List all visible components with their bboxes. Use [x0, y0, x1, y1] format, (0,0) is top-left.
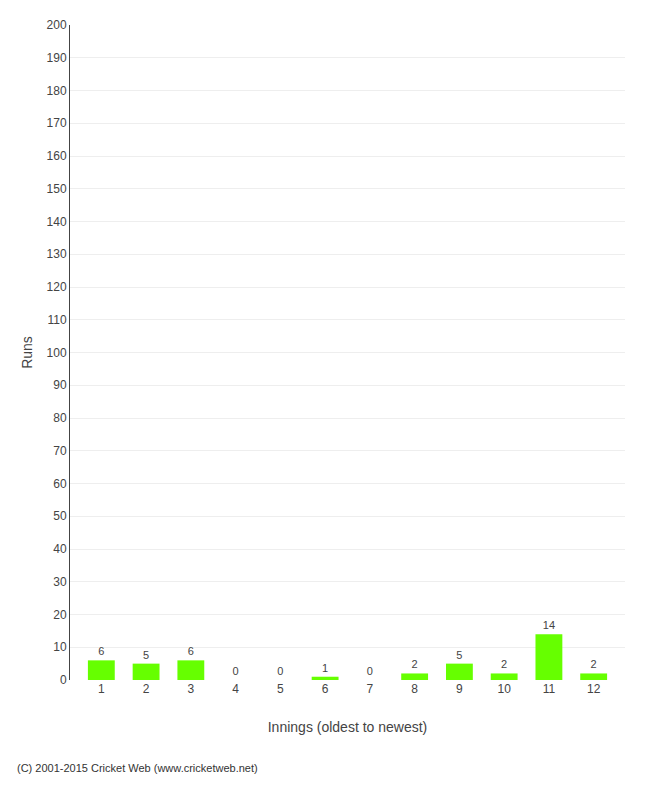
svg-text:6: 6 [322, 682, 329, 696]
svg-text:1: 1 [322, 662, 328, 674]
svg-text:14: 14 [543, 619, 555, 631]
svg-text:50: 50 [53, 509, 67, 523]
svg-text:170: 170 [47, 116, 67, 130]
svg-text:150: 150 [47, 182, 67, 196]
svg-text:180: 180 [47, 84, 67, 98]
svg-text:110: 110 [47, 313, 66, 327]
svg-text:60: 60 [53, 477, 67, 491]
svg-text:130: 130 [47, 247, 67, 261]
svg-text:7: 7 [367, 682, 374, 696]
svg-text:190: 190 [47, 51, 67, 65]
svg-text:3: 3 [188, 682, 195, 696]
svg-text:0: 0 [233, 665, 239, 677]
svg-text:40: 40 [53, 542, 67, 556]
svg-text:6: 6 [188, 645, 194, 657]
svg-text:2: 2 [501, 658, 507, 670]
svg-text:9: 9 [456, 682, 463, 696]
svg-text:2: 2 [591, 658, 597, 670]
svg-text:90: 90 [53, 378, 67, 392]
svg-text:Innings (oldest to newest): Innings (oldest to newest) [268, 719, 428, 735]
svg-text:10: 10 [497, 682, 511, 696]
svg-text:30: 30 [53, 575, 67, 589]
svg-text:20: 20 [53, 608, 67, 622]
svg-text:120: 120 [47, 280, 67, 294]
svg-text:200: 200 [47, 18, 67, 32]
svg-text:100: 100 [47, 346, 67, 360]
svg-text:0: 0 [277, 665, 283, 677]
svg-text:0: 0 [367, 665, 373, 677]
svg-text:2: 2 [143, 682, 150, 696]
svg-text:(C) 2001-2015 Cricket Web (www: (C) 2001-2015 Cricket Web (www.cricketwe… [17, 762, 258, 774]
svg-text:11: 11 [543, 682, 556, 696]
svg-text:Runs: Runs [19, 336, 35, 369]
svg-text:5: 5 [143, 649, 149, 661]
svg-text:80: 80 [53, 411, 67, 425]
svg-text:5: 5 [456, 649, 462, 661]
svg-text:140: 140 [47, 215, 67, 229]
svg-text:2: 2 [412, 658, 418, 670]
svg-text:10: 10 [53, 640, 67, 654]
svg-text:5: 5 [277, 682, 284, 696]
svg-text:8: 8 [411, 682, 418, 696]
svg-text:12: 12 [587, 682, 601, 696]
svg-text:70: 70 [53, 444, 67, 458]
svg-text:1: 1 [98, 682, 105, 696]
svg-text:160: 160 [47, 149, 67, 163]
svg-text:0: 0 [60, 673, 67, 687]
svg-text:6: 6 [98, 645, 104, 657]
svg-text:4: 4 [232, 682, 239, 696]
